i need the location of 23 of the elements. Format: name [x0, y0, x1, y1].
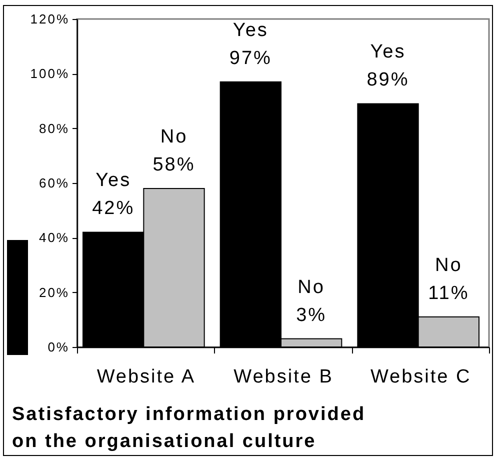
text: Yes: [232, 20, 268, 41]
text: Yes: [96, 170, 132, 192]
y-tick-label: 40%: [38, 230, 70, 246]
data-label: 11%: [428, 282, 470, 304]
y-tick-label: 120%: [30, 12, 70, 26]
data-label: 3%: [296, 304, 327, 326]
y-tick-label: 0%: [48, 340, 70, 354]
x-tick-label: Website B: [234, 366, 334, 388]
text: No: [160, 126, 188, 148]
data-label: 42%: [92, 198, 135, 220]
data-label: 89%: [366, 70, 410, 91]
y-tick-label: 20%: [38, 284, 70, 300]
x-tick-label: Website A: [96, 366, 196, 388]
y-tick-label: 100%: [30, 66, 70, 82]
x-tick-label: Website C: [370, 366, 472, 388]
text: No: [435, 254, 462, 276]
text: No: [298, 276, 325, 298]
data-label: 97%: [229, 48, 272, 69]
text: Yes: [370, 42, 406, 63]
data-label: 58%: [152, 154, 196, 176]
y-tick-label: 60%: [38, 176, 70, 190]
text: Satisfactory information provided on the organisational culture: [12, 404, 366, 452]
y-tick-label: 80%: [38, 120, 70, 136]
